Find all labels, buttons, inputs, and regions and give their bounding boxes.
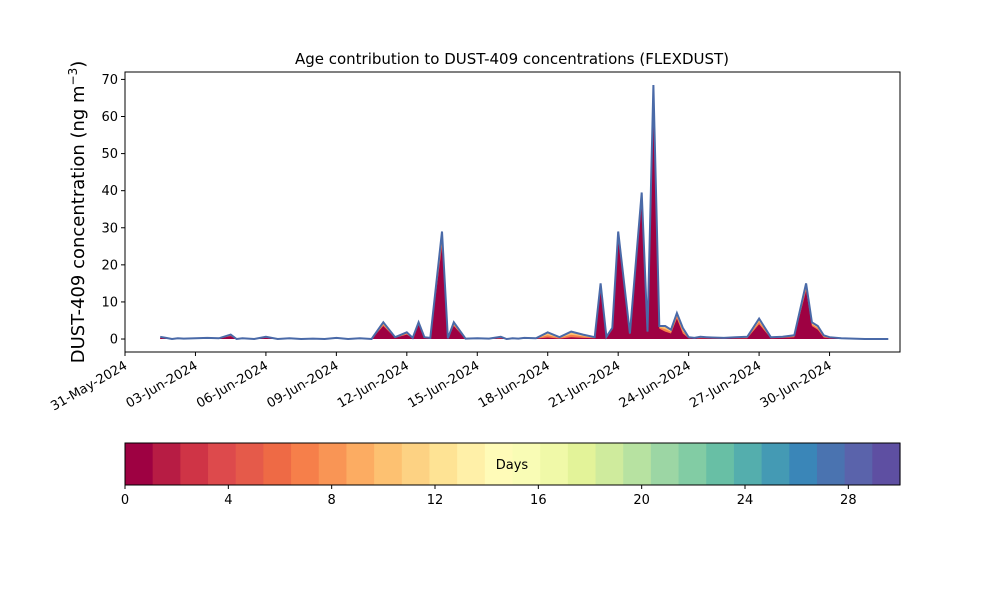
- area-older-ages: [160, 85, 889, 339]
- colorbar-cell: [291, 443, 320, 485]
- y-tick-label: 10: [101, 295, 118, 310]
- x-tick-label: 21-Jun-2024: [546, 358, 623, 411]
- x-tick-label: 09-Jun-2024: [265, 358, 342, 411]
- x-tick-label: 30-Jun-2024: [758, 358, 835, 411]
- plot-area: [124, 71, 901, 353]
- colorbar-cell: [733, 443, 763, 485]
- colorbar-cell: [125, 443, 154, 485]
- colorbar-cell: [235, 443, 264, 485]
- colorbar-cells: [125, 443, 901, 485]
- y-axis: 0 10 20 30 40 50 60 70: [101, 73, 125, 348]
- colorbar-cell: [263, 443, 292, 485]
- colorbar-cell: [789, 443, 818, 485]
- colorbar-cell: [208, 443, 237, 485]
- x-tick-label: 12-Jun-2024: [335, 358, 412, 411]
- colorbar-label: Days: [496, 458, 529, 473]
- colorbar-cell: [346, 443, 375, 485]
- area-mid-ages: [160, 90, 889, 339]
- colorbar-tick-label: 4: [224, 493, 232, 508]
- y-axis-label-exponent: −3: [66, 68, 80, 86]
- colorbar-cell: [595, 443, 624, 485]
- x-tick-label: 06-Jun-2024: [194, 358, 271, 411]
- colorbar-cell: [180, 443, 209, 485]
- area-layer: [160, 84, 889, 341]
- y-tick-label: 40: [101, 184, 118, 199]
- colorbar-cell: [318, 443, 348, 485]
- colorbar-ticks: 0 4 8 12 16 20 24 28: [121, 485, 857, 508]
- y-tick-label: 20: [101, 258, 118, 273]
- x-tick-label: 31-May-2024: [48, 358, 130, 414]
- colorbar-tick-label: 24: [737, 493, 754, 508]
- x-tick-label: 15-Jun-2024: [405, 358, 482, 411]
- x-axis: 31-May-202403-Jun-202406-Jun-202409-Jun-…: [48, 352, 835, 414]
- colorbar-cell: [152, 443, 181, 485]
- x-tick-label: 27-Jun-2024: [687, 358, 764, 411]
- colorbar-cell: [650, 443, 680, 485]
- y-axis-label: DUST-409 concentration (ng m−3): [66, 61, 89, 364]
- area-young-ages: [160, 94, 889, 339]
- colorbar-cell: [844, 443, 873, 485]
- colorbar-tick-label: 12: [427, 493, 444, 508]
- colorbar-cell: [706, 443, 735, 485]
- chart-title: Age contribution to DUST-409 concentrati…: [295, 50, 729, 68]
- colorbar-cell: [457, 443, 486, 485]
- x-tick-label: 24-Jun-2024: [617, 358, 694, 411]
- colorbar-tick-label: 20: [633, 493, 650, 508]
- colorbar: Days 0 4 8 12 16 20 24 28: [121, 442, 901, 508]
- colorbar-tick-label: 8: [328, 493, 336, 508]
- plot-frame: [124, 71, 901, 353]
- x-tick-label: 18-Jun-2024: [476, 358, 553, 411]
- colorbar-cell: [401, 443, 431, 485]
- colorbar-tick-label: 28: [840, 493, 857, 508]
- colorbar-cell: [678, 443, 707, 485]
- colorbar-cell: [761, 443, 790, 485]
- y-tick-label: 50: [101, 147, 118, 162]
- colorbar-cell: [429, 443, 458, 485]
- x-tick-label: 03-Jun-2024: [124, 358, 201, 411]
- colorbar-cell: [484, 443, 514, 485]
- colorbar-frame: [124, 442, 901, 486]
- colorbar-cell: [872, 443, 901, 485]
- colorbar-cell: [623, 443, 652, 485]
- colorbar-tick-label: 0: [121, 493, 129, 508]
- total-concentration-line: [160, 84, 889, 341]
- colorbar-cell: [512, 443, 541, 485]
- colorbar-cell: [374, 443, 403, 485]
- colorbar-cell: [567, 443, 597, 485]
- y-axis-label-main: DUST-409 concentration (ng m: [68, 85, 89, 363]
- y-tick-label: 30: [101, 221, 118, 236]
- colorbar-cell: [816, 443, 846, 485]
- y-tick-label: 60: [101, 110, 118, 125]
- colorbar-cell: [540, 443, 569, 485]
- y-tick-label: 70: [101, 73, 118, 88]
- colorbar-tick-label: 16: [530, 493, 547, 508]
- y-tick-label: 0: [110, 333, 118, 348]
- y-axis-label-close: ): [68, 61, 89, 68]
